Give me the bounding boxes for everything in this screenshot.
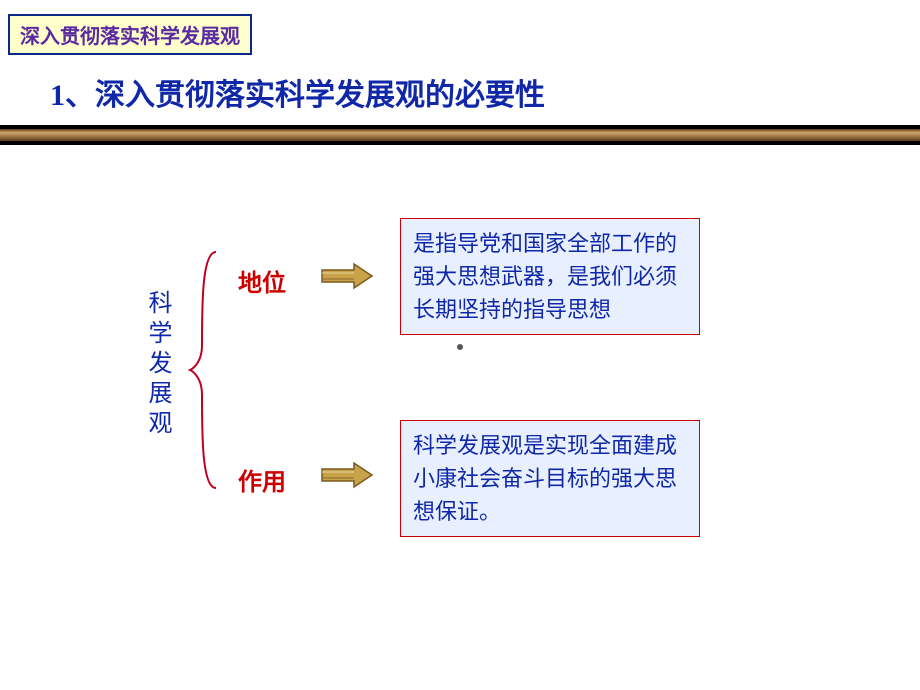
slide-canvas: 深入贯彻落实科学发展观 1、深入贯彻落实科学发展观的必要性 科学发展观 地位 是… xyxy=(0,0,920,690)
arrow-right-icon xyxy=(320,461,374,489)
divider-bottom-line xyxy=(0,141,920,145)
branch-bottom-box: 科学发展观是实现全面建成小康社会奋斗目标的强大思想保证。 xyxy=(400,420,700,537)
vertical-label-text: 科学发展观 xyxy=(144,290,170,440)
arrow-shape xyxy=(322,264,372,288)
brace-icon xyxy=(188,250,218,490)
divider-bar xyxy=(0,129,920,141)
branch-top-arrow xyxy=(320,262,374,290)
arrow-shape xyxy=(322,463,372,487)
branch-top-label: 地位 xyxy=(238,263,286,298)
vertical-label: 科学发展观 xyxy=(140,290,175,440)
header-text: 深入贯彻落实科学发展观 xyxy=(20,26,240,48)
branch-bottom-label: 作用 xyxy=(238,462,286,497)
branch-bottom-box-text: 科学发展观是实现全面建成小康社会奋斗目标的强大思想保证。 xyxy=(413,433,677,524)
slide-title-text: 1、深入贯彻落实科学发展观的必要性 xyxy=(50,79,545,112)
branch-top-label-text: 地位 xyxy=(238,271,286,297)
branch-bottom-label-text: 作用 xyxy=(238,470,286,496)
header-box: 深入贯彻落实科学发展观 xyxy=(8,14,252,55)
branch-bottom-arrow xyxy=(320,461,374,489)
brace-path xyxy=(190,252,216,488)
branch-top-box: 是指导党和国家全部工作的强大思想武器，是我们必须长期坚持的指导思想 xyxy=(400,218,700,335)
slide-title: 1、深入贯彻落实科学发展观的必要性 xyxy=(50,70,545,114)
center-dot xyxy=(457,344,463,350)
arrow-right-icon xyxy=(320,262,374,290)
branch-top-box-text: 是指导党和国家全部工作的强大思想武器，是我们必须长期坚持的指导思想 xyxy=(413,231,677,322)
